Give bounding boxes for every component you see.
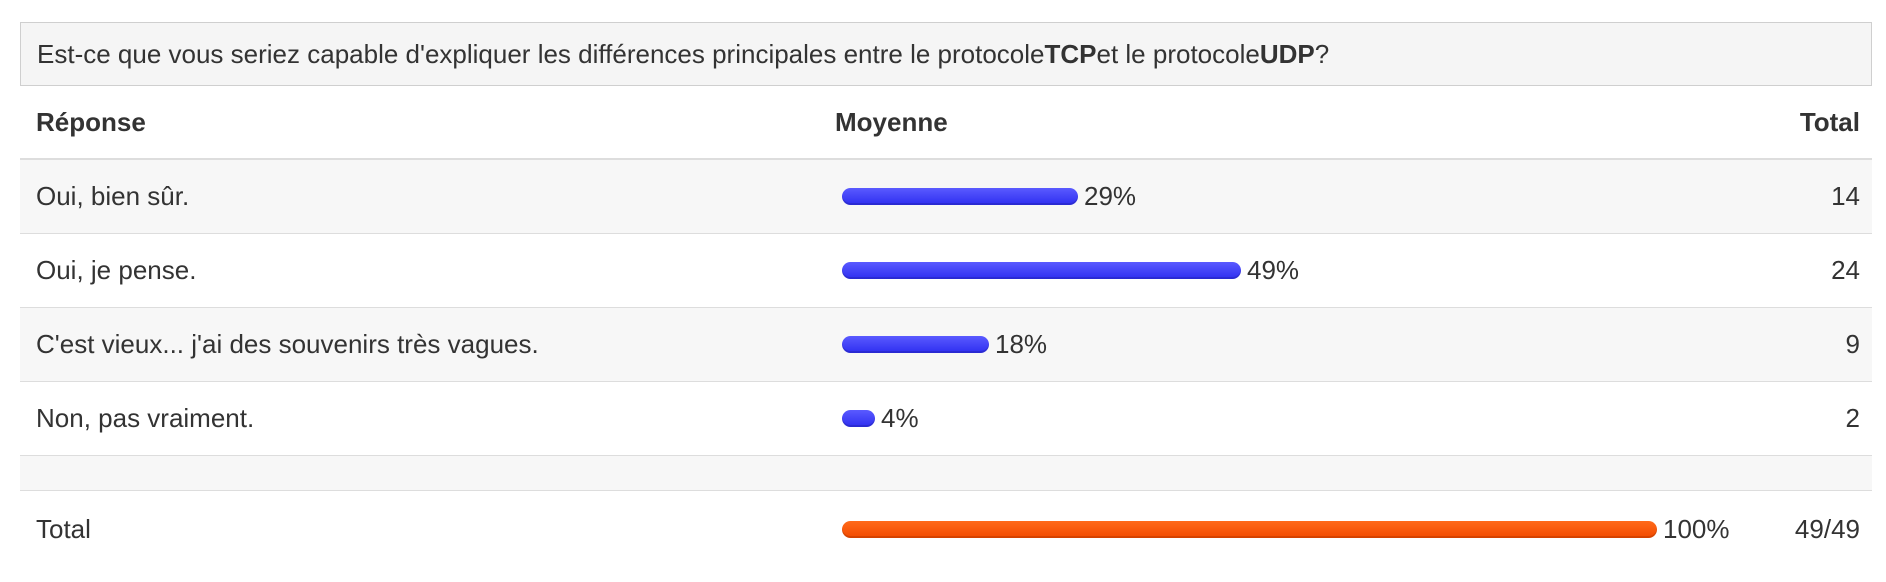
poll-question: Est-ce que vous seriez capable d'expliqu…: [20, 22, 1872, 86]
table-spacer: [20, 456, 1872, 491]
row-bar-cell: 29%: [842, 160, 1872, 233]
total-row: Total 100% 49/49: [20, 491, 1872, 567]
percent-bar: [842, 188, 1078, 205]
row-count: 24: [1831, 255, 1860, 285]
row-label: Oui, bien sûr.: [36, 181, 190, 211]
row-label: Oui, je pense.: [36, 255, 197, 285]
total-bar-cell: 100%: [842, 491, 1872, 567]
percent-bar: [842, 410, 875, 427]
total-label: Total: [36, 513, 91, 544]
question-bold-udp: UDP: [1259, 38, 1315, 69]
table-row: Oui, je pense. 49% 24: [20, 234, 1872, 308]
total-bar: [842, 520, 1657, 538]
percent-label: 29%: [1084, 181, 1137, 211]
header-total: Total: [1799, 106, 1860, 137]
percent-label: 4%: [881, 403, 919, 433]
row-count: 14: [1831, 181, 1860, 211]
row-count: 9: [1845, 329, 1860, 359]
table-row: Oui, bien sûr. 29% 14: [20, 160, 1872, 234]
row-bar-cell: 49%: [842, 234, 1872, 307]
table-header: Réponse Moyenne Total: [20, 86, 1872, 160]
row-label: C'est vieux... j'ai des souvenirs très v…: [36, 329, 539, 359]
table-row: C'est vieux... j'ai des souvenirs très v…: [20, 308, 1872, 382]
row-bar-cell: 4%: [842, 382, 1872, 455]
question-bold-tcp: TCP: [1044, 38, 1097, 69]
percent-label: 18%: [995, 329, 1048, 359]
question-prefix: Est-ce que vous seriez capable d'expliqu…: [37, 38, 1045, 69]
row-count: 2: [1845, 403, 1860, 433]
table-row: Non, pas vraiment. 4% 2: [20, 382, 1872, 456]
row-bar-cell: 18%: [842, 308, 1872, 381]
question-middle: et le protocole: [1096, 38, 1260, 69]
row-label: Non, pas vraiment.: [36, 403, 255, 433]
header-response: Réponse: [36, 106, 146, 137]
percent-bar: [842, 262, 1241, 279]
header-average: Moyenne: [835, 106, 948, 137]
percent-bar: [842, 336, 989, 353]
total-count: 49/49: [1794, 513, 1860, 544]
question-suffix: ?: [1314, 38, 1330, 69]
percent-label: 49%: [1247, 255, 1300, 285]
poll-results-panel: Est-ce que vous seriez capable d'expliqu…: [20, 22, 1872, 567]
total-percent-label: 100%: [1663, 513, 1730, 544]
